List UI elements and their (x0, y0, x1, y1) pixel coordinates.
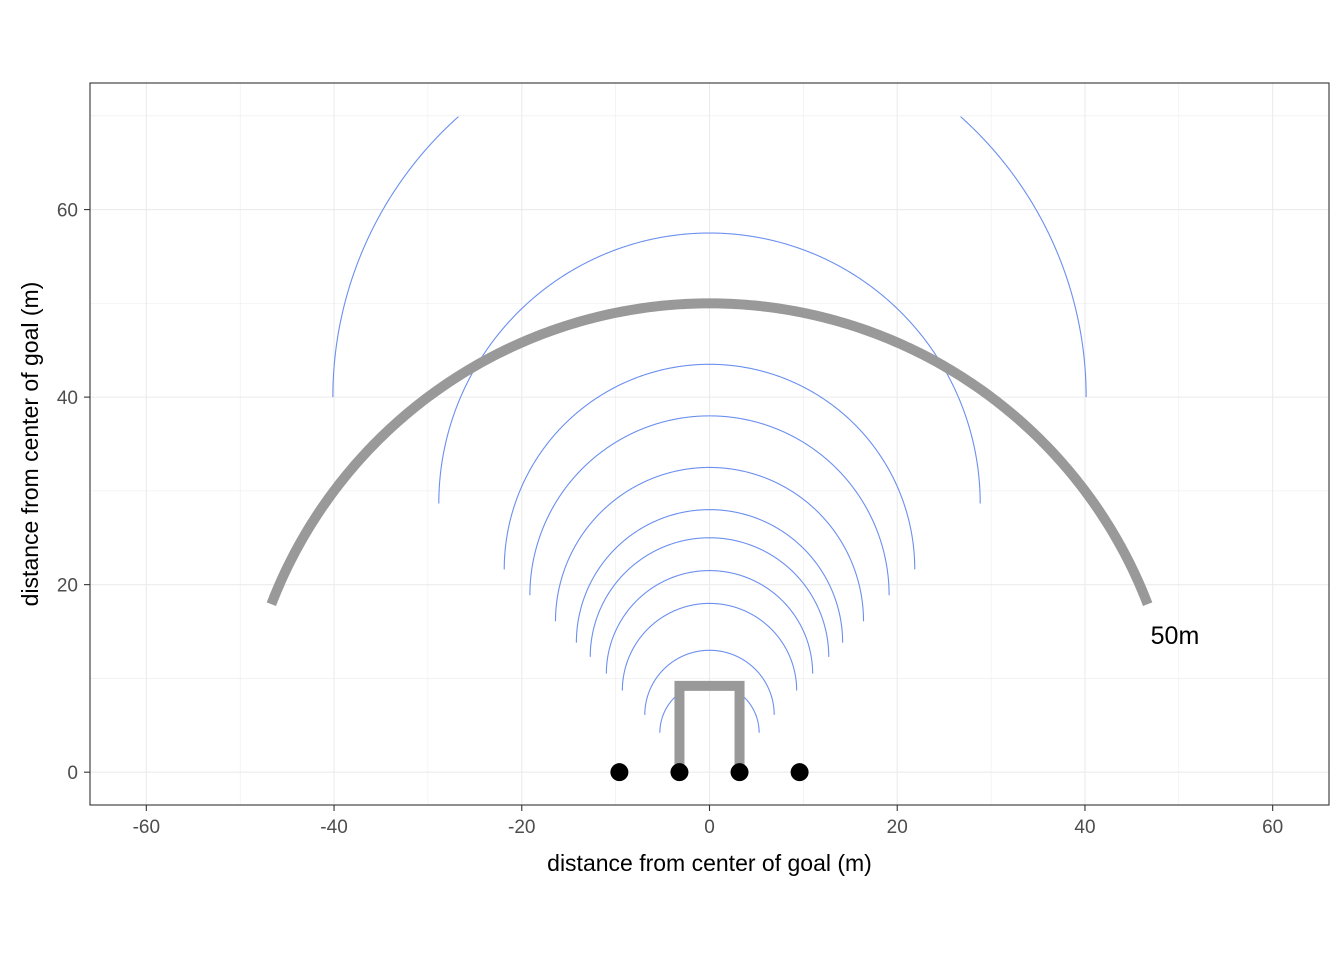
goal-post-point (670, 763, 689, 782)
y-axis-ticks: 0 20 40 60 (57, 201, 90, 784)
contour-line (503, 363, 916, 570)
y-tick-label: 0 (67, 763, 78, 784)
contour-line (554, 466, 865, 622)
goal-posts (610, 763, 809, 782)
x-tick-label: 0 (704, 817, 715, 838)
y-tick-label: 20 (57, 576, 78, 597)
goal-post-point (610, 763, 629, 782)
contour-line (575, 509, 844, 643)
goal-post-point (730, 763, 749, 782)
goal-post-point (790, 763, 809, 782)
x-tick-label: 40 (1074, 817, 1095, 838)
x-axis-title: distance from center of goal (m) (547, 850, 872, 876)
contour-line (589, 537, 830, 657)
y-tick-label: 60 (57, 201, 78, 222)
arc-label: 50m (1151, 622, 1200, 650)
y-tick-label: 40 (57, 388, 78, 409)
contour-line (621, 602, 798, 691)
x-axis-ticks: -60 -40 -20 0 20 40 60 (133, 805, 1283, 838)
x-tick-label: -20 (508, 817, 535, 838)
y-axis-title: distance from center of goal (m) (17, 282, 43, 607)
contour-line (332, 116, 1087, 398)
x-tick-label: -60 (133, 817, 160, 838)
contour-line (529, 415, 890, 596)
contour-line (644, 649, 775, 715)
goal-frame (674, 680, 745, 773)
contour-line (605, 570, 814, 674)
x-tick-label: -40 (320, 817, 347, 838)
x-tick-label: 60 (1262, 817, 1283, 838)
x-tick-label: 20 (887, 817, 908, 838)
grid (90, 83, 1329, 805)
highlight-arc-50m (266, 298, 1153, 606)
